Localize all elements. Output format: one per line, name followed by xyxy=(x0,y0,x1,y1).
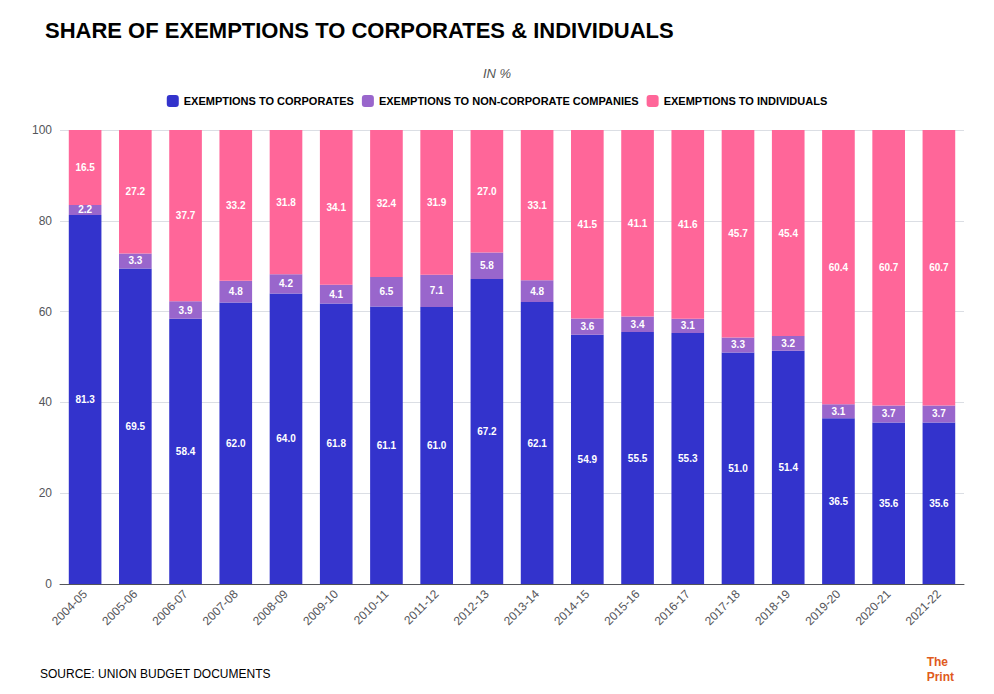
svg-text:55.3: 55.3 xyxy=(678,453,698,464)
svg-text:2004-05: 2004-05 xyxy=(49,587,90,628)
svg-text:EXEMPTIONS TO INDIVIDUALS: EXEMPTIONS TO INDIVIDUALS xyxy=(664,95,828,107)
svg-text:60.4: 60.4 xyxy=(829,262,849,273)
svg-text:2018-19: 2018-19 xyxy=(752,587,793,628)
svg-text:60: 60 xyxy=(39,305,53,319)
svg-text:3.2: 3.2 xyxy=(781,338,795,349)
svg-text:3.1: 3.1 xyxy=(681,320,695,331)
svg-text:2007-08: 2007-08 xyxy=(200,587,241,628)
svg-text:EXEMPTIONS TO CORPORATES: EXEMPTIONS TO CORPORATES xyxy=(184,95,354,107)
svg-text:45.4: 45.4 xyxy=(778,228,798,239)
svg-text:54.9: 54.9 xyxy=(578,454,598,465)
svg-text:The: The xyxy=(927,655,949,669)
svg-text:2019-20: 2019-20 xyxy=(802,587,843,628)
svg-text:2014-15: 2014-15 xyxy=(551,587,592,628)
svg-text:3.7: 3.7 xyxy=(882,408,896,419)
svg-text:80: 80 xyxy=(39,214,53,228)
svg-text:64.0: 64.0 xyxy=(276,433,296,444)
svg-text:31.8: 31.8 xyxy=(276,197,296,208)
svg-text:41.5: 41.5 xyxy=(578,219,598,230)
svg-text:62.0: 62.0 xyxy=(226,438,246,449)
svg-text:61.8: 61.8 xyxy=(326,438,346,449)
svg-text:61.0: 61.0 xyxy=(427,440,447,451)
svg-text:41.6: 41.6 xyxy=(678,219,698,230)
svg-text:3.3: 3.3 xyxy=(128,255,142,266)
svg-text:SHARE OF EXEMPTIONS TO CORPORA: SHARE OF EXEMPTIONS TO CORPORATES & INDI… xyxy=(45,18,674,43)
svg-text:2016-17: 2016-17 xyxy=(652,587,693,628)
svg-text:2008-09: 2008-09 xyxy=(250,587,291,628)
svg-text:3.3: 3.3 xyxy=(731,339,745,350)
svg-text:Print: Print xyxy=(927,670,954,684)
svg-text:33.2: 33.2 xyxy=(226,200,246,211)
svg-text:69.5: 69.5 xyxy=(126,421,146,432)
svg-text:51.4: 51.4 xyxy=(778,462,798,473)
svg-text:2021-22: 2021-22 xyxy=(903,587,944,628)
svg-text:100: 100 xyxy=(32,123,52,137)
svg-text:27.0: 27.0 xyxy=(477,186,497,197)
svg-text:3.7: 3.7 xyxy=(932,408,946,419)
svg-text:3.1: 3.1 xyxy=(831,406,845,417)
svg-text:60.7: 60.7 xyxy=(929,262,949,273)
svg-text:36.5: 36.5 xyxy=(829,496,849,507)
svg-text:4.2: 4.2 xyxy=(279,278,293,289)
svg-text:3.9: 3.9 xyxy=(179,305,193,316)
svg-text:67.2: 67.2 xyxy=(477,426,497,437)
svg-text:2012-13: 2012-13 xyxy=(451,587,492,628)
svg-text:20: 20 xyxy=(39,486,53,500)
svg-text:0: 0 xyxy=(45,577,52,591)
svg-text:35.6: 35.6 xyxy=(879,498,899,509)
svg-text:31.9: 31.9 xyxy=(427,197,447,208)
svg-text:2017-18: 2017-18 xyxy=(702,587,743,628)
svg-text:51.0: 51.0 xyxy=(728,463,748,474)
svg-text:3.6: 3.6 xyxy=(580,321,594,332)
svg-text:62.1: 62.1 xyxy=(527,438,547,449)
svg-text:SOURCE: UNION BUDGET DOCUMENTS: SOURCE: UNION BUDGET DOCUMENTS xyxy=(40,667,270,681)
svg-text:4.1: 4.1 xyxy=(329,289,343,300)
svg-text:41.1: 41.1 xyxy=(628,218,648,229)
svg-text:2009-10: 2009-10 xyxy=(300,587,341,628)
svg-text:35.6: 35.6 xyxy=(929,498,949,509)
svg-text:4.8: 4.8 xyxy=(229,286,243,297)
svg-text:6.5: 6.5 xyxy=(379,286,393,297)
svg-text:7.1: 7.1 xyxy=(430,285,444,296)
svg-text:2013-14: 2013-14 xyxy=(501,587,542,628)
svg-text:2011-12: 2011-12 xyxy=(401,587,442,628)
svg-text:16.5: 16.5 xyxy=(75,162,95,173)
svg-text:40: 40 xyxy=(39,395,53,409)
svg-text:32.4: 32.4 xyxy=(377,198,397,209)
svg-text:5.8: 5.8 xyxy=(480,260,494,271)
svg-text:3.4: 3.4 xyxy=(631,319,645,330)
svg-text:27.2: 27.2 xyxy=(126,186,146,197)
svg-text:2020-21: 2020-21 xyxy=(853,587,894,628)
svg-text:60.7: 60.7 xyxy=(879,262,899,273)
svg-text:2.2: 2.2 xyxy=(78,204,92,215)
svg-text:34.1: 34.1 xyxy=(326,202,346,213)
svg-text:37.7: 37.7 xyxy=(176,210,196,221)
svg-text:2015-16: 2015-16 xyxy=(602,587,643,628)
svg-text:2005-06: 2005-06 xyxy=(99,587,140,628)
svg-text:2006-07: 2006-07 xyxy=(150,587,191,628)
svg-text:55.5: 55.5 xyxy=(628,453,648,464)
svg-text:58.4: 58.4 xyxy=(176,446,196,457)
svg-text:45.7: 45.7 xyxy=(728,228,748,239)
svg-text:61.1: 61.1 xyxy=(377,440,397,451)
svg-text:81.3: 81.3 xyxy=(75,394,95,405)
svg-text:33.1: 33.1 xyxy=(527,200,547,211)
svg-text:4.8: 4.8 xyxy=(530,286,544,297)
svg-text:IN %: IN % xyxy=(483,66,511,81)
svg-text:2010-11: 2010-11 xyxy=(351,587,392,628)
svg-text:EXEMPTIONS TO NON-CORPORATE CO: EXEMPTIONS TO NON-CORPORATE COMPANIES xyxy=(379,95,639,107)
